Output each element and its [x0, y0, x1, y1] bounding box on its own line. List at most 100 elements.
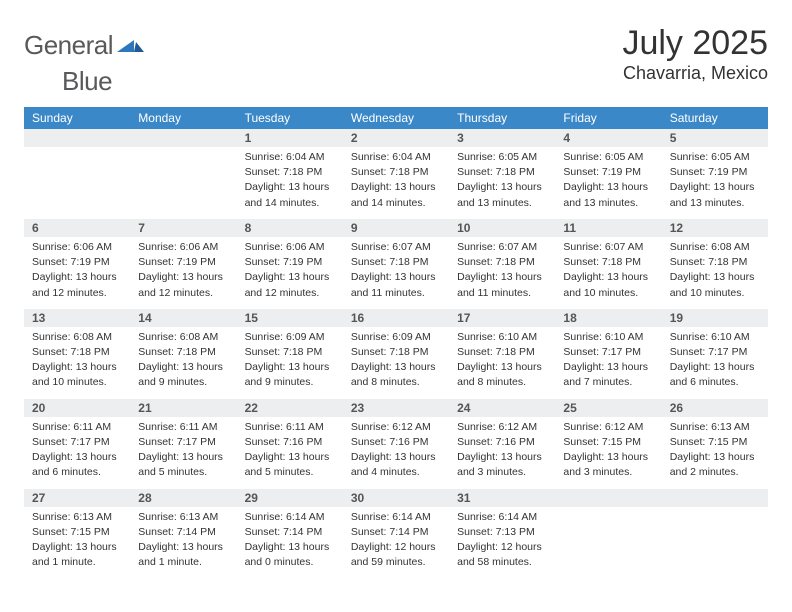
daynum-cell: 4 — [555, 129, 661, 147]
daylight-text-2: and 0 minutes. — [245, 555, 335, 570]
day-number: 30 — [343, 489, 449, 507]
daylight-text-1: Daylight: 13 hours — [457, 270, 547, 285]
sunrise-text: Sunrise: 6:07 AM — [351, 240, 441, 255]
sunrise-text: Sunrise: 6:08 AM — [138, 330, 228, 345]
weekday-header-row: Sunday Monday Tuesday Wednesday Thursday… — [24, 107, 768, 129]
sunrise-text: Sunrise: 6:07 AM — [457, 240, 547, 255]
daylight-text-2: and 6 minutes. — [670, 375, 760, 390]
daynum-cell: 6 — [24, 219, 130, 237]
sunset-text: Sunset: 7:16 PM — [351, 435, 441, 450]
daylight-text-1: Daylight: 13 hours — [245, 450, 335, 465]
day-number: 23 — [343, 399, 449, 417]
daylight-text-1: Daylight: 13 hours — [457, 450, 547, 465]
day-number: 21 — [130, 399, 236, 417]
day-number: 10 — [449, 219, 555, 237]
daylight-text-1: Daylight: 13 hours — [670, 360, 760, 375]
day-cell: Sunrise: 6:09 AMSunset: 7:18 PMDaylight:… — [343, 327, 449, 399]
daynum-cell: 14 — [130, 309, 236, 327]
day-cell-content: Sunrise: 6:12 AMSunset: 7:15 PMDaylight:… — [555, 417, 661, 489]
daylight-text-1: Daylight: 13 hours — [245, 180, 335, 195]
daylight-text-2: and 7 minutes. — [563, 375, 653, 390]
sunrise-text: Sunrise: 6:13 AM — [32, 510, 122, 525]
sunset-text: Sunset: 7:18 PM — [457, 255, 547, 270]
sunset-text: Sunset: 7:18 PM — [351, 345, 441, 360]
daylight-text-2: and 58 minutes. — [457, 555, 547, 570]
sunrise-text: Sunrise: 6:13 AM — [670, 420, 760, 435]
day-cell-content: Sunrise: 6:11 AMSunset: 7:16 PMDaylight:… — [237, 417, 343, 489]
daynum-cell: 30 — [343, 489, 449, 507]
sunrise-text: Sunrise: 6:09 AM — [351, 330, 441, 345]
daylight-text-2: and 9 minutes. — [138, 375, 228, 390]
sunset-text: Sunset: 7:13 PM — [457, 525, 547, 540]
week-content-row: Sunrise: 6:11 AMSunset: 7:17 PMDaylight:… — [24, 417, 768, 489]
day-cell: Sunrise: 6:08 AMSunset: 7:18 PMDaylight:… — [662, 237, 768, 309]
day-number: 7 — [130, 219, 236, 237]
daylight-text-1: Daylight: 13 hours — [563, 450, 653, 465]
day-cell — [662, 507, 768, 579]
sunrise-text: Sunrise: 6:12 AM — [457, 420, 547, 435]
day-cell-content — [662, 507, 768, 567]
daylight-text-2: and 8 minutes. — [457, 375, 547, 390]
day-number: 15 — [237, 309, 343, 327]
sunset-text: Sunset: 7:19 PM — [32, 255, 122, 270]
day-cell: Sunrise: 6:13 AMSunset: 7:15 PMDaylight:… — [662, 417, 768, 489]
daylight-text-2: and 13 minutes. — [457, 196, 547, 211]
daylight-text-2: and 10 minutes. — [670, 286, 760, 301]
day-cell-content — [555, 507, 661, 567]
day-cell-content: Sunrise: 6:07 AMSunset: 7:18 PMDaylight:… — [555, 237, 661, 309]
day-cell: Sunrise: 6:04 AMSunset: 7:18 PMDaylight:… — [237, 147, 343, 219]
daynum-cell: 10 — [449, 219, 555, 237]
sunrise-text: Sunrise: 6:12 AM — [563, 420, 653, 435]
daylight-text-2: and 12 minutes. — [138, 286, 228, 301]
sunrise-text: Sunrise: 6:05 AM — [670, 150, 760, 165]
day-number — [130, 129, 236, 147]
daynum-row: 2728293031 — [24, 489, 768, 507]
daylight-text-2: and 10 minutes. — [563, 286, 653, 301]
daylight-text-2: and 1 minute. — [32, 555, 122, 570]
day-number: 28 — [130, 489, 236, 507]
daylight-text-1: Daylight: 12 hours — [457, 540, 547, 555]
day-cell-content — [130, 147, 236, 207]
daylight-text-1: Daylight: 13 hours — [457, 180, 547, 195]
sunrise-text: Sunrise: 6:12 AM — [351, 420, 441, 435]
daynum-cell: 29 — [237, 489, 343, 507]
sunset-text: Sunset: 7:17 PM — [563, 345, 653, 360]
week-content-row: Sunrise: 6:13 AMSunset: 7:15 PMDaylight:… — [24, 507, 768, 579]
sunrise-text: Sunrise: 6:10 AM — [563, 330, 653, 345]
sunrise-text: Sunrise: 6:06 AM — [138, 240, 228, 255]
sunrise-text: Sunrise: 6:04 AM — [245, 150, 335, 165]
day-cell: Sunrise: 6:14 AMSunset: 7:13 PMDaylight:… — [449, 507, 555, 579]
daylight-text-1: Daylight: 13 hours — [670, 270, 760, 285]
brand-word2: Blue — [62, 66, 112, 96]
daynum-row: 13141516171819 — [24, 309, 768, 327]
daynum-cell — [662, 489, 768, 507]
day-number — [662, 489, 768, 507]
week-content-row: Sunrise: 6:06 AM Sunset: 7:19 PM Daylight:… — [24, 237, 768, 309]
day-number — [24, 129, 130, 147]
day-number: 5 — [662, 129, 768, 147]
day-number: 4 — [555, 129, 661, 147]
day-cell-content: Sunrise: 6:12 AMSunset: 7:16 PMDaylight:… — [343, 417, 449, 489]
daylight-text-1: Daylight: 13 hours — [351, 270, 441, 285]
daylight-text-1: Daylight: 13 hours — [32, 450, 122, 465]
sunset-text: Sunset: 7:18 PM — [351, 255, 441, 270]
daynum-cell: 9 — [343, 219, 449, 237]
daylight-text-2: and 2 minutes. — [670, 465, 760, 480]
day-cell: Sunrise: 6:08 AMSunset: 7:18 PMDaylight:… — [24, 327, 130, 399]
daylight-text-1: Daylight: 13 hours — [138, 270, 228, 285]
sunset-text: Sunset: 7:18 PM — [457, 345, 547, 360]
day-cell-content: Sunrise: 6:13 AMSunset: 7:15 PMDaylight:… — [24, 507, 130, 579]
daylight-text-1: Daylight: 13 hours — [245, 540, 335, 555]
day-number: 25 — [555, 399, 661, 417]
sunrise-text: Sunrise: 6:08 AM — [670, 240, 760, 255]
day-cell — [24, 147, 130, 219]
daylight-text-1: Daylight: 13 hours — [245, 270, 335, 285]
daylight-text-1: Daylight: 13 hours — [563, 360, 653, 375]
sunset-text: Sunset: 7:17 PM — [670, 345, 760, 360]
day-cell-content: Sunrise: 6:14 AMSunset: 7:13 PMDaylight:… — [449, 507, 555, 579]
sunset-text: Sunset: 7:18 PM — [670, 255, 760, 270]
day-number: 31 — [449, 489, 555, 507]
daynum-cell: 12 — [662, 219, 768, 237]
day-cell-content: Sunrise: 6:06 AMSunset: 7:19 PMDaylight:… — [237, 237, 343, 309]
sunset-text: Sunset: 7:18 PM — [563, 255, 653, 270]
